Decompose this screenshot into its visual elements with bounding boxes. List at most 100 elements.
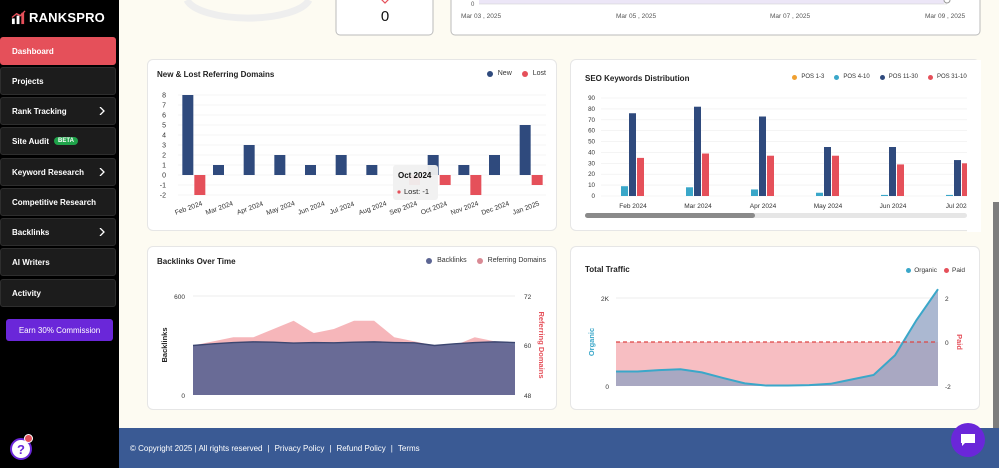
legend-dot [476,257,483,264]
x-tick-label: May 2024 [266,200,297,217]
tooltip-dot [397,190,401,194]
x-tick-label: Dec 2024 [481,200,511,217]
x-tick-label: Jan 2025 [512,200,541,216]
bar-pos-4-10 [881,194,888,196]
privacy-policy-link[interactable]: Privacy Policy [274,443,325,453]
bar-new [182,95,194,175]
y-tick-label: 6 [162,113,166,120]
legend-item-lost[interactable]: Lost [521,70,546,77]
y-tick-label: 0 [605,384,609,391]
bar-new [305,165,316,175]
page-scrollbar[interactable] [993,202,999,428]
refund-policy-link[interactable]: Refund Policy [336,443,386,453]
referring-domains-chart[interactable]: 8 7 6 5 4 3 2 1 0 -1 -2 Feb 2024 Mar 2024 Apr 2024 May… [148,60,558,232]
y-tick-label: 1 [162,163,166,170]
y-axis-label: Backlinks [160,327,169,362]
sidebar-item-ai-writers[interactable]: AI Writers [0,248,116,276]
x-tick-label: Mar 2024 [205,200,235,216]
date-label: Mar 07 , 2025 [770,13,810,20]
legend-item-pos-11-30[interactable]: POS 11-30 [879,74,918,80]
y-tick-label: 30 [588,160,595,167]
date-chart-band [479,0,944,4]
y-axis-label: Organic [587,328,596,356]
chat-button[interactable] [951,423,985,457]
y-tick-label: 70 [588,117,595,124]
legend-item-pos-1-3[interactable]: POS 1-3 [792,74,824,80]
bar-pos-31-100 [962,163,969,196]
legend-dot [792,74,798,80]
y-tick-label: 72 [524,294,532,301]
sidebar-item-dashboard[interactable]: Dashboard [0,37,116,65]
x-tick-label: Aug 2024 [358,200,388,217]
x-tick-label: Mar 2024 [684,203,712,210]
sidebar-item-rank-tracking[interactable]: Rank Tracking [0,97,116,125]
backlinks-chart[interactable]: 600 0 72 60 48 Backlinks Referring Domains [148,247,558,411]
traffic-chart[interactable]: 2K 0 2 0 -2 Organic Paid [571,247,981,411]
seo-keywords-distribution-card: SEO Keywords Distribution POS 1-3 POS 4-… [570,59,981,232]
notification-dot [24,434,33,443]
legend-item-backlinks[interactable]: Backlinks [426,257,467,264]
axis-zero: 0 [471,2,475,8]
sidebar-item-label: Activity [12,288,41,298]
bar-pos-31-100 [832,155,839,196]
bar-pos-31-100 [702,153,709,196]
y-tick-label: 7 [162,103,166,110]
legend-dot [834,74,840,80]
earn-commission-button[interactable]: Earn 30% Commission [6,319,113,341]
logo-chart-icon [11,10,26,25]
sidebar-item-label: Dashboard [12,46,54,56]
top-area: 0 0 Mar 03 , 2025 Mar 05 , 2025 Mar 07 ,… [183,0,981,36]
legend-dot [521,70,528,77]
bar-new [489,155,500,175]
y-tick-label: 60 [524,343,532,350]
x-tick-label: Oct 2024 [420,201,449,217]
y-tick-label: 2 [162,153,166,160]
logo[interactable]: RANKSPRO [11,10,105,25]
y-tick-label: 40 [588,149,595,156]
date-label: Mar 03 , 2025 [461,13,501,20]
x-tick-label: Feb 2024 [174,200,204,216]
legend-item-pos-4-10[interactable]: POS 4-10 [834,74,870,80]
y-tick-label: 90 [588,95,595,102]
legend-item-organic[interactable]: Organic [906,267,937,274]
y-tick-label: 2K [601,296,610,303]
sidebar-item-label: Keyword Research [12,167,85,177]
y-axis-label: Paid [955,334,964,350]
x-tick-label: Jul 2024 [329,201,356,216]
y-tick-label: 0 [181,393,185,400]
legend-item-pos-31-100[interactable]: POS 31-100 [927,74,970,80]
sidebar-item-keyword-research[interactable]: Keyword Research [0,158,116,186]
chart-handle[interactable] [943,0,951,4]
bar-pos-31-100 [897,164,904,196]
sidebar-item-activity[interactable]: Activity [0,279,116,307]
sidebar-item-site-audit[interactable]: Site Audit BETA [0,127,116,155]
legend-item-paid[interactable]: Paid [943,267,965,274]
sidebar-item-competitive-research[interactable]: Competitive Research [0,188,116,216]
legend-item-new[interactable]: New [486,70,512,77]
chart-legend: Organic Paid [896,267,965,274]
bar-new [243,145,255,175]
sidebar-item-projects[interactable]: Projects [0,67,116,95]
y-tick-label: 20 [588,171,595,178]
x-tick-label: Apr 2024 [750,203,777,210]
keywords-distribution-chart[interactable]: 90 80 70 60 50 40 30 20 10 0 Feb 2024 Mar 2024 Apr 2… [571,60,981,232]
organic-area [616,289,938,386]
backlinks-line [192,341,516,347]
y-tick-label: 0 [592,193,596,200]
x-tick-label: Nov 2024 [450,200,480,217]
x-tick-label: Sep 2024 [389,200,419,217]
chevron-right-icon [99,168,105,176]
bar-pos-4-10 [946,194,953,196]
terms-link[interactable]: Terms [397,443,420,453]
y-tick-label: 4 [162,133,166,140]
card-title: Backlinks Over Time [157,257,236,266]
y-tick-label: -1 [160,183,166,190]
sidebar-item-backlinks[interactable]: Backlinks [0,218,116,246]
bar-new [274,155,286,175]
legend-item-referring-domains[interactable]: Referring Domains [476,257,546,264]
bar-pos-11-30 [954,160,961,196]
help-icon[interactable]: ? [10,438,32,460]
gauge-arc [183,0,313,22]
y-tick-label: 0 [162,173,166,180]
new-lost-referring-domains-card: New & Lost Referring Domains New Lost 8 7… [147,59,557,231]
